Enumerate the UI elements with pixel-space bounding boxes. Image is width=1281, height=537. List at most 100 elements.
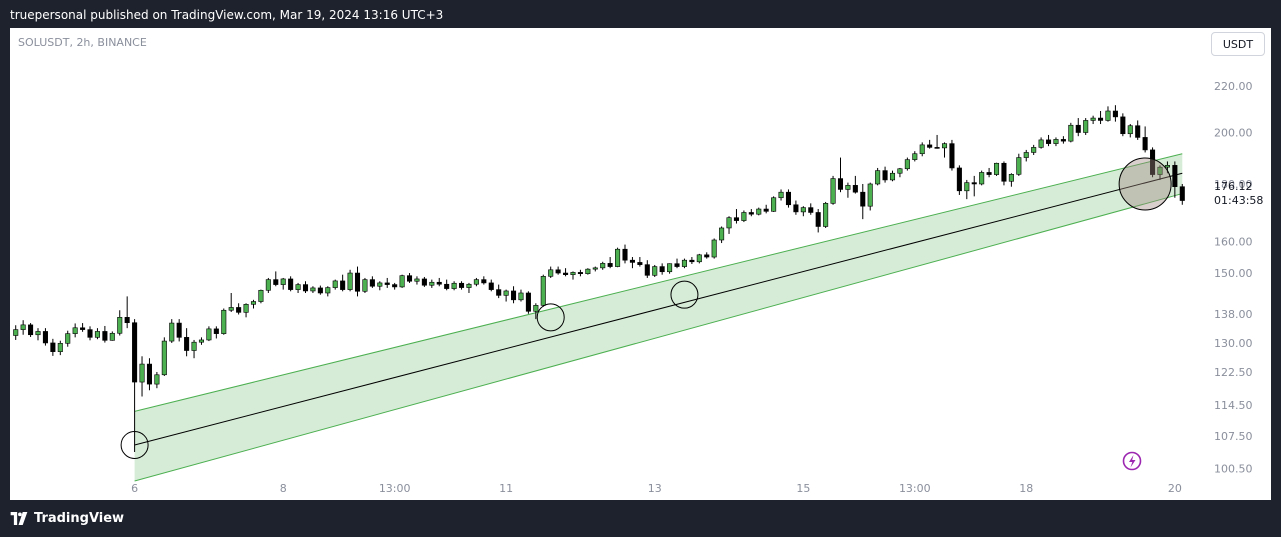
candle [50, 338, 56, 356]
y-tick-label: 150.00 [1214, 267, 1253, 280]
candle-body-down [674, 263, 680, 267]
candle [808, 203, 814, 215]
candle-body-up [696, 254, 702, 263]
candle-body-up [845, 185, 851, 190]
candle-body-up [347, 272, 353, 290]
y-tick-label: 160.00 [1214, 236, 1253, 249]
candle-body-up [600, 263, 606, 269]
candle-body-up [228, 307, 234, 311]
candle [993, 162, 1000, 176]
candle [436, 277, 442, 287]
time-axis: 6 8 13:00 11 13 15 13:00 18 20 [131, 482, 1182, 495]
candle [13, 325, 19, 340]
candle-body-up [1127, 125, 1133, 135]
candle [637, 257, 643, 267]
candle-body-up [741, 212, 747, 221]
candle-body-down [1120, 116, 1126, 135]
candle [1090, 115, 1096, 125]
candle-body-down [1060, 139, 1066, 142]
candle [629, 257, 635, 269]
candle [139, 356, 145, 397]
candle-body-up [681, 259, 687, 267]
x-tick-label: 15 [796, 482, 810, 495]
candle [228, 292, 234, 313]
candle [332, 279, 338, 290]
bottom-bar [0, 500, 1281, 537]
candle [488, 279, 494, 292]
candle [793, 200, 799, 215]
candle [1172, 161, 1178, 198]
candle [1142, 126, 1148, 153]
candle [934, 134, 940, 149]
candle-body-up [198, 339, 205, 343]
candle-body-up [503, 290, 509, 296]
publish-info: truepersonal published on TradingView.co… [10, 8, 444, 22]
candle [1120, 113, 1126, 137]
candle [302, 281, 309, 293]
tradingview-logo[interactable]: TradingView [9, 511, 124, 526]
regression-channel [134, 153, 1183, 482]
candle-body-up [540, 276, 546, 306]
candle-body-down [80, 327, 86, 330]
x-tick-label: 6 [131, 482, 138, 495]
candle-body-up [778, 191, 784, 199]
candle [473, 277, 479, 287]
y-tick-label: 114.50 [1214, 399, 1253, 412]
candle-body-up [258, 289, 264, 302]
candle-body-up [280, 278, 286, 285]
candle [1135, 120, 1141, 140]
candle-body-down [273, 279, 279, 285]
candle [347, 269, 353, 292]
candle [837, 157, 844, 193]
candle-body-down [496, 289, 502, 296]
candle [28, 323, 34, 337]
candle-body-up [1031, 147, 1037, 153]
candle [986, 167, 992, 178]
candle [94, 328, 100, 340]
candle [726, 216, 732, 234]
x-tick-label: 13:00 [379, 482, 411, 495]
candle [949, 139, 955, 171]
candle-body-up [979, 172, 985, 185]
candle [964, 179, 970, 200]
channel-band [134, 153, 1183, 481]
candle-body-down [852, 185, 858, 193]
candle [1008, 173, 1014, 187]
candle-body-down [882, 170, 888, 181]
x-tick-label: 13:00 [899, 482, 931, 495]
candle [42, 328, 48, 346]
candle-body-down [793, 204, 799, 213]
currency-button[interactable]: USDT [1211, 32, 1265, 56]
candle [354, 266, 361, 297]
candle-body-up [585, 268, 591, 274]
candle-body-down [444, 283, 450, 289]
candle-body-up [823, 203, 829, 227]
candle-body-up [941, 143, 948, 149]
candle-body-up [250, 301, 257, 305]
candle [979, 170, 985, 186]
channel-center-line [134, 172, 1183, 446]
candle [592, 266, 598, 272]
candle [815, 209, 821, 233]
candle-body-up [756, 208, 762, 215]
candle-body-up [161, 340, 167, 376]
candle [830, 175, 836, 205]
candle [421, 276, 427, 287]
candle-body-down [815, 212, 821, 227]
candle [444, 279, 450, 291]
candle-body-up [399, 275, 405, 288]
candle-body-down [340, 280, 346, 290]
x-tick-label: 18 [1019, 482, 1033, 495]
candle-body-up [1008, 174, 1014, 182]
candle [481, 276, 487, 285]
candle-body-up [35, 331, 41, 336]
candle-body-up [1083, 120, 1089, 133]
candle [904, 157, 910, 171]
candle-body-down [1075, 124, 1081, 133]
candle [555, 266, 561, 275]
candle-body-up [897, 168, 903, 174]
candle [1068, 122, 1074, 143]
candle-body-up [221, 309, 227, 334]
candle-body-up [310, 287, 316, 292]
